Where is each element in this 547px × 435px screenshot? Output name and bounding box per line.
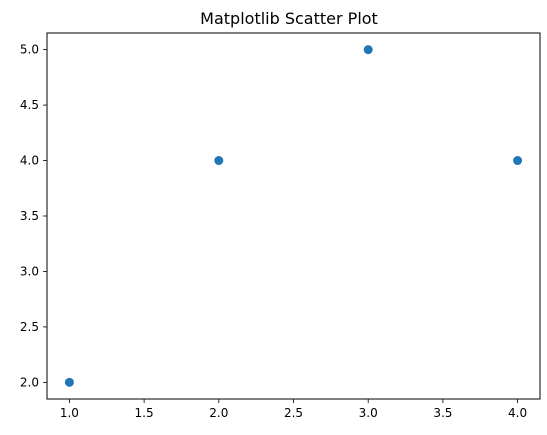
scatter-point	[214, 156, 224, 166]
plot-frame	[46, 32, 541, 400]
x-tick-label: 3.0	[359, 406, 378, 420]
y-tick-label: 5.0	[20, 43, 39, 57]
y-tick-label: 4.5	[20, 98, 39, 112]
y-tick-label: 2.5	[20, 320, 39, 334]
y-tick-label: 3.5	[20, 209, 39, 223]
x-tick-label: 1.5	[135, 406, 154, 420]
y-axis: 2.0 2.5 3.0 3.5 4.0 4.5 5.0	[20, 43, 47, 389]
x-tick-label: 2.5	[284, 406, 303, 420]
y-tick-label: 3.0	[20, 264, 39, 278]
scatter-point	[363, 45, 373, 55]
y-tick-label: 2.0	[20, 375, 39, 389]
chart-title: Matplotlib Scatter Plot	[200, 9, 378, 28]
scatter-point	[64, 377, 74, 387]
x-tick-label: 3.5	[433, 406, 452, 420]
scatter-points	[64, 45, 523, 387]
x-tick-label: 2.0	[209, 406, 228, 420]
x-tick-label: 1.0	[60, 406, 79, 420]
x-axis: 1.0 1.5 2.0 2.5 3.0 3.5 4.0	[60, 399, 527, 420]
x-tick-label: 4.0	[508, 406, 527, 420]
scatter-point	[513, 156, 523, 166]
y-tick-label: 4.0	[20, 154, 39, 168]
